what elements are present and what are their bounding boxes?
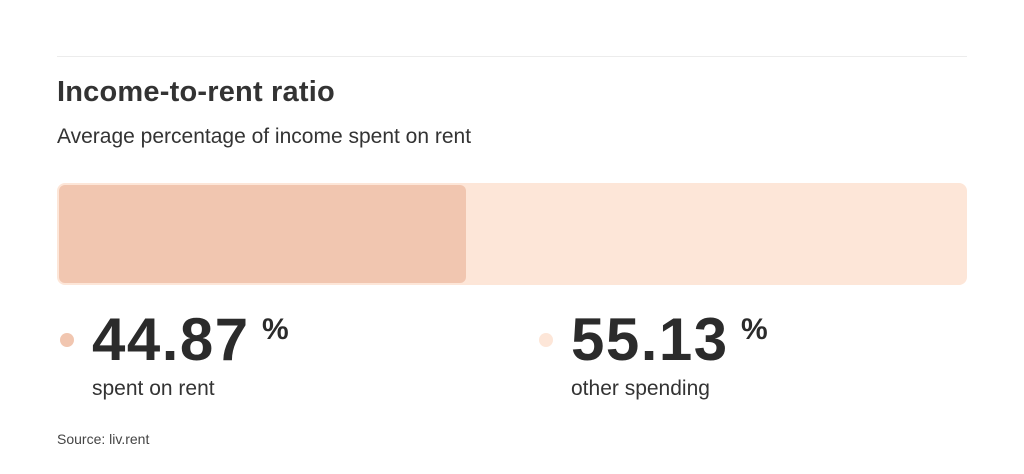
stat-label-other: other spending xyxy=(571,377,710,400)
chart-title: Income-to-rent ratio xyxy=(57,76,335,108)
stat-label-rent: spent on rent xyxy=(92,377,215,400)
top-divider xyxy=(57,56,967,57)
stat-unit-other: % xyxy=(741,313,768,346)
stat-value-other: 55.13 xyxy=(571,306,729,373)
bar-track-other-spending xyxy=(57,183,967,285)
stat-unit-rent: % xyxy=(262,313,289,346)
legend-dot-other xyxy=(539,333,553,347)
legend-dot-rent xyxy=(60,333,74,347)
bar-fill-spent-on-rent xyxy=(59,185,466,283)
source-note: Source: liv.rent xyxy=(57,431,150,447)
chart-subtitle: Average percentage of income spent on re… xyxy=(57,125,472,148)
stat-value-rent: 44.87 xyxy=(92,306,250,373)
